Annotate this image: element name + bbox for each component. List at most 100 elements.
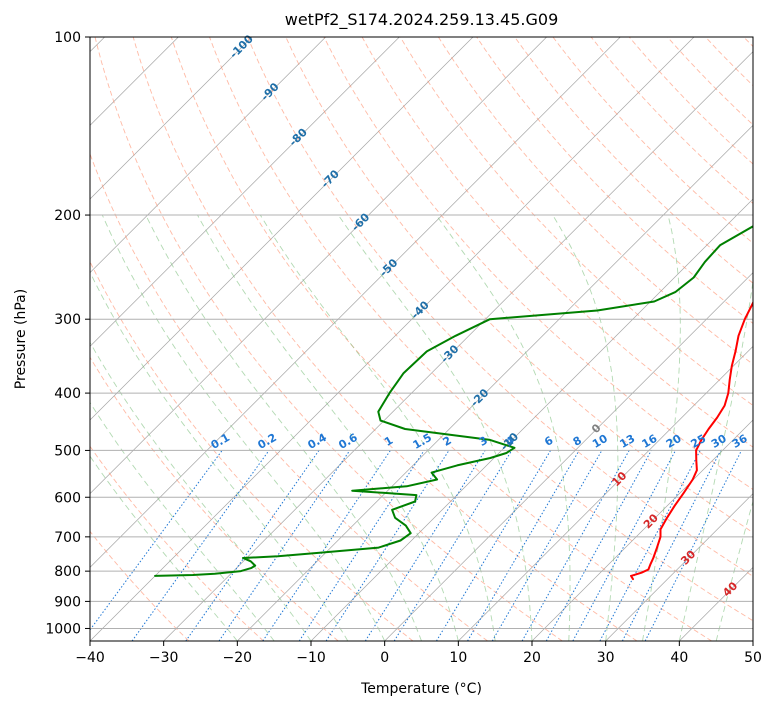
- dry-adiabat-line: [361, 37, 753, 448]
- mixing-ratio-line: [599, 450, 701, 641]
- dry-adiabat-line: [209, 37, 753, 622]
- isotherm-line: [90, 37, 474, 421]
- mixing-ratio-line: [572, 450, 676, 641]
- moist-adiabat-line: [552, 214, 619, 641]
- dry-adiabat-line: [438, 37, 753, 365]
- y-tick-label: 400: [54, 386, 81, 402]
- isotherm-line: [531, 419, 753, 641]
- x-tick-label: 0: [380, 650, 389, 666]
- y-tick-label: 700: [54, 530, 81, 546]
- isotherm-line: [679, 566, 753, 641]
- mixing-ratio-label: 10: [590, 432, 610, 451]
- isotherm-label: -30: [438, 342, 461, 365]
- isotherm-label: 20: [641, 511, 661, 531]
- isotherm-line: [90, 37, 400, 347]
- pressure-grid: [90, 37, 753, 629]
- mixing-ratio-line: [644, 450, 742, 641]
- isotherm-label: -20: [468, 386, 491, 409]
- moist-adiabat-line: [90, 455, 238, 641]
- isotherm-line: [384, 272, 753, 641]
- dry-adiabat-line: [399, 37, 753, 406]
- dry-adiabat-line: [552, 37, 753, 244]
- dry-adiabat-line: [132, 37, 638, 641]
- y-tick-label: 1000: [45, 621, 81, 637]
- chart-title: wetPf2_S174.2024.259.13.45.G09: [285, 10, 559, 30]
- mixing-ratio-label: 0.1: [209, 431, 232, 452]
- background-lines: [90, 37, 753, 641]
- mixing-ratio-label: 20: [664, 432, 684, 451]
- mixing-ratio-line: [364, 450, 486, 641]
- isotherm-label: -50: [377, 256, 400, 279]
- isotherm-label: -40: [409, 298, 432, 321]
- dry-adiabat-line: [705, 37, 753, 87]
- isotherm-label: 10: [609, 469, 629, 489]
- isotherm-label: 30: [678, 547, 698, 567]
- mixing-ratio-line: [218, 450, 351, 641]
- x-tick-label: 30: [597, 650, 615, 666]
- x-tick-label: 20: [523, 650, 541, 666]
- mixing-ratio-line: [545, 450, 652, 641]
- mixing-ratio-line: [90, 450, 223, 631]
- mixing-ratio-label: 16: [640, 432, 660, 451]
- x-tick-label: 40: [670, 650, 688, 666]
- x-axis-ticks: −40 −30 −20 −10 0 10 20 30 40 50: [75, 641, 762, 666]
- mixing-ratio-label: 1.5: [411, 431, 434, 452]
- moist-adiabat-line: [259, 214, 496, 641]
- moist-adiabat-line: [435, 214, 571, 641]
- x-tick-label: −10: [296, 650, 326, 666]
- dry-adiabat-line: [476, 37, 753, 324]
- x-tick-label: 10: [449, 650, 467, 666]
- mixing-ratio-label: 6: [542, 434, 555, 449]
- isotherm-line: [310, 198, 753, 641]
- y-tick-label: 600: [54, 490, 81, 506]
- dry-adiabat-line: [90, 152, 488, 641]
- mixing-ratio-line: [185, 450, 320, 641]
- x-tick-label: −40: [75, 650, 105, 666]
- mixing-ratio-line: [435, 450, 552, 641]
- isotherm-line: [752, 640, 753, 641]
- y-axis-ticks: 100 200 300 400 500 600 700 800 900 1000: [45, 30, 90, 637]
- mixing-ratio-label: 30: [709, 432, 729, 451]
- y-tick-label: 100: [54, 30, 81, 46]
- mixing-ratio-label: 2: [441, 434, 454, 449]
- mixing-ratio-label: 1: [382, 434, 395, 449]
- moist-adiabat-line: [90, 341, 312, 641]
- mixing-ratio-line: [621, 450, 722, 641]
- dry-adiabat-line: [90, 445, 264, 641]
- x-tick-label: 50: [744, 650, 762, 666]
- moist-adiabat-line: [337, 214, 533, 641]
- moist-adiabat-line: [678, 278, 753, 641]
- y-tick-label: 300: [54, 312, 81, 328]
- isotherm-line: [90, 37, 547, 495]
- moist-adiabat-line: [101, 214, 386, 641]
- isotherm-line: [458, 345, 753, 641]
- isotherm-label: 40: [720, 579, 740, 599]
- moist-adiabat-line: [642, 214, 681, 641]
- profile-series: [154, 225, 753, 581]
- temperature-profile-line: [630, 300, 753, 581]
- moist-adiabat-line: [90, 401, 275, 641]
- y-tick-label: 800: [54, 564, 81, 580]
- mixing-ratio-line: [298, 450, 425, 641]
- x-tick-label: −20: [223, 650, 253, 666]
- isotherm-line: [163, 51, 753, 641]
- dry-adiabat-line: [94, 37, 563, 641]
- isotherm-line: [90, 37, 326, 274]
- isotherm-label: -10: [498, 430, 521, 453]
- dry-adiabat-line: [90, 356, 339, 641]
- mixing-ratio-label: 8: [571, 434, 584, 449]
- dry-adiabat-line: [170, 37, 712, 641]
- moist-adiabat-line: [145, 214, 422, 641]
- dry-adiabat-line: [90, 530, 190, 641]
- isotherm-line: [605, 493, 753, 641]
- dry-adiabat-line: [590, 37, 753, 204]
- y-axis-label: Pressure (hPa): [13, 289, 29, 389]
- x-axis-label: Temperature (°C): [360, 681, 482, 697]
- mixing-ratio-line: [131, 450, 270, 641]
- dry-adiabat-line: [90, 260, 414, 641]
- dry-adiabat-line: [323, 37, 753, 491]
- moist-adiabat-line: [197, 214, 459, 641]
- dry-adiabat-line: [667, 37, 753, 126]
- y-tick-label: 500: [54, 443, 81, 459]
- dry-adiabat-line: [247, 37, 753, 577]
